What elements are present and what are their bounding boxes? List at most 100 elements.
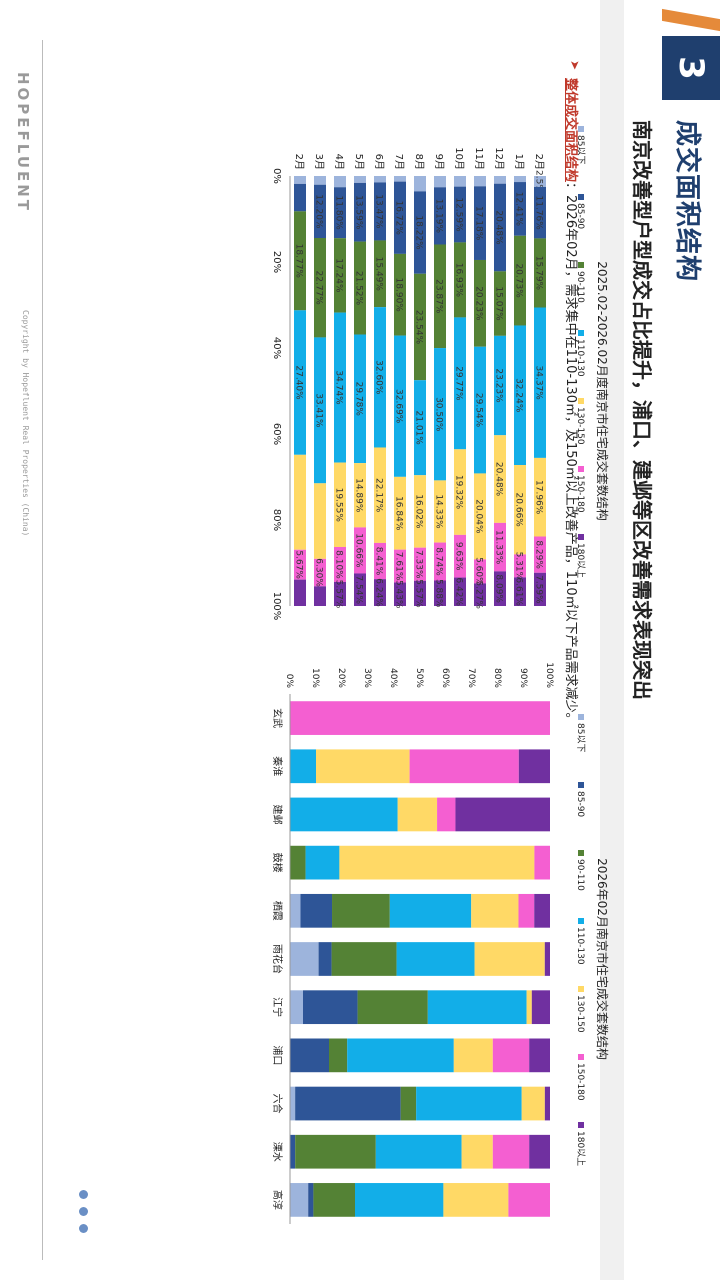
chart2-legend-label: 130-150 xyxy=(575,995,585,1033)
chart1-category-label: 12月 xyxy=(493,147,505,170)
chart1-bar-segment xyxy=(394,335,406,477)
chart1-data-label: 17.96% xyxy=(534,480,544,515)
chart1-category-label: 8月 xyxy=(413,154,425,170)
chart2-tick-label: 50% xyxy=(414,668,424,688)
chart1-data-label: 16.02% xyxy=(414,494,424,529)
summary-lead: 整体成交面积结构 xyxy=(563,78,578,183)
chart1-bar-segment xyxy=(474,176,486,187)
chart1-category-label: 2月 xyxy=(293,154,305,170)
chart1-bar-segment xyxy=(334,581,346,607)
chart1-data-label: 16.93% xyxy=(454,263,464,298)
chart1-bar-segment xyxy=(294,211,306,311)
chart2-bar-segment xyxy=(492,1134,530,1169)
chart1-data-label: 7.61% xyxy=(394,552,404,581)
chart1-data-label: 5.88% xyxy=(434,579,444,608)
chart2-legend-label: 150-180 xyxy=(575,1063,585,1101)
chart2-bar-segment xyxy=(474,942,545,976)
chart1-bar-segment xyxy=(434,176,446,188)
chart1-data-label: 11.33% xyxy=(494,530,504,565)
chart2-category-label: 江宁 xyxy=(271,997,284,1017)
chart1-data-label: 34.74% xyxy=(334,370,344,405)
chart1-bar-segment xyxy=(314,238,326,338)
chart1-data-label: 20.23% xyxy=(474,286,484,321)
chart1-data-label: 29.77% xyxy=(454,366,464,401)
chart1-bar-segment xyxy=(294,183,306,212)
chart1-bar-segment xyxy=(414,547,426,581)
chart2-tick-label: 30% xyxy=(362,668,372,688)
chart1-data-label: 8.10% xyxy=(334,550,344,579)
chart2-bar-segment xyxy=(529,1038,550,1073)
chart2-bar-segment xyxy=(290,1086,296,1121)
chart1-category-label: 7月 xyxy=(393,154,405,170)
chart2-bar-segment xyxy=(409,749,519,784)
chart1-bar-segment xyxy=(474,473,486,560)
chart1-data-label: 17.24% xyxy=(334,258,344,293)
chart1-data-label: 32.60% xyxy=(374,360,384,395)
chart2-tick-label: 90% xyxy=(518,668,528,688)
chart2-legend-label: 110-130 xyxy=(575,927,585,965)
chart2-bar-segment xyxy=(295,1086,401,1121)
chart1-bar-segment xyxy=(514,577,526,606)
chart1-data-label: 22.77% xyxy=(314,271,324,306)
chart1-legend-label: 150-180 xyxy=(575,475,585,513)
chart1-data-label: 23.87% xyxy=(434,279,444,314)
chart2-bar-segment xyxy=(308,1183,314,1217)
chart1-data-label: 6.61% xyxy=(514,577,524,606)
chart1-legend-swatch xyxy=(578,262,584,268)
chart1-data-label: 11.80% xyxy=(334,196,344,231)
chart1-bar-segment xyxy=(434,580,446,606)
chart1-data-label: 18.77% xyxy=(294,244,304,279)
chart2-bar-segment xyxy=(427,990,527,1025)
chart1-data-label: 29.54% xyxy=(474,393,484,428)
chart2-bar-segment xyxy=(526,990,532,1025)
chart2-bar-segment xyxy=(332,893,390,928)
chart1-data-label: 2.5% xyxy=(534,170,544,193)
chart1-bar-segment xyxy=(434,348,446,481)
chart1-data-label: 19.32% xyxy=(454,475,464,510)
chart2-category-label: 玄武 xyxy=(271,708,284,728)
summary-text: 整体成交面积结构：2026年02月，需求集中在110-130㎡，及150㎡以上改… xyxy=(563,78,582,726)
chart1-data-label: 15.49% xyxy=(374,257,384,292)
chart1-data-label: 5.57% xyxy=(334,580,344,609)
chart1-bar-segment xyxy=(534,572,546,607)
chart1-data-label: 19.55% xyxy=(334,488,344,523)
chart2-legend-swatch xyxy=(578,986,584,992)
chart1-bar-segment xyxy=(314,184,326,239)
chart2-bar-segment xyxy=(534,893,550,928)
chart2-bar-segment xyxy=(290,1183,309,1217)
chart2-category-label: 秦淮 xyxy=(271,756,284,776)
chart1-bar-segment xyxy=(374,542,386,580)
chart1-bar-segment xyxy=(394,181,406,254)
chart1-bar-segment xyxy=(354,176,366,183)
chart1-data-label: 5.57% xyxy=(414,579,424,608)
chart1-bar-segment xyxy=(454,449,466,535)
chart1-bar-segment xyxy=(374,579,386,607)
chart1-legend-label: 90-110 xyxy=(575,271,585,303)
chart1-bar-segment xyxy=(454,186,466,243)
chart1-data-label: 17.18% xyxy=(474,206,484,241)
chart2-bar-segment xyxy=(354,1183,444,1217)
chart1-legend-label: 85-90 xyxy=(575,203,585,229)
summary-body: ：2026年02月，需求集中在110-130㎡，及150㎡以上改善产品，110㎡… xyxy=(563,182,578,726)
chart1-data-label: 16.72% xyxy=(394,201,404,236)
chart1-data-label: 29.78% xyxy=(354,382,364,417)
chart1-bar-segment xyxy=(354,463,366,528)
chart1-tick-label: 0% xyxy=(271,168,282,184)
chart1-data-label: 14.89% xyxy=(354,478,364,513)
chart1-bar-segment xyxy=(514,554,526,578)
chart1-tick-label: 20% xyxy=(271,251,282,273)
chart1-bar-segment xyxy=(414,475,426,548)
chart2-category-label: 鼓楼 xyxy=(271,853,284,873)
chart1-data-label: 15.79% xyxy=(534,256,544,291)
chart1-bar-segment xyxy=(414,273,426,381)
chart2-bar-segment xyxy=(453,1038,493,1073)
chart1-bar-segment xyxy=(294,549,306,580)
chart1-data-label: 5.67% xyxy=(294,550,304,579)
chart2-bar-segment xyxy=(290,1134,296,1169)
chart1-bar-segment xyxy=(454,176,466,187)
chart1-bar-segment xyxy=(474,346,486,474)
chart1-bar-segment xyxy=(474,583,486,606)
chart1-tick-label: 80% xyxy=(271,509,282,531)
chart1-data-label: 16.84% xyxy=(394,496,404,531)
chart1-data-label: 6.30% xyxy=(314,558,324,587)
